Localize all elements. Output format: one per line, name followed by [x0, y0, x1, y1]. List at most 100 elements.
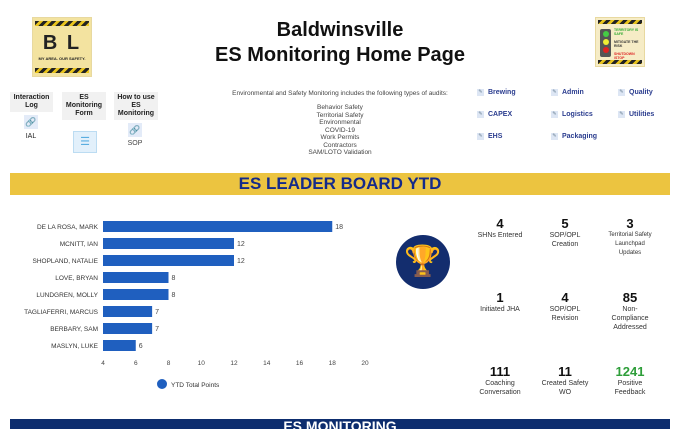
area-link-brewing[interactable]: ✎ Brewing — [477, 89, 516, 96]
x-tick-label: 8 — [167, 360, 171, 367]
category-label: SHOPLAND, NATALIE — [33, 258, 99, 265]
stat-label: Territorial Safety Launchpad Updates — [608, 232, 652, 256]
bar[interactable] — [103, 340, 136, 351]
stat-value: 1 — [496, 290, 504, 305]
data-label: 7 — [155, 309, 159, 316]
area-link-admin[interactable]: ✎ Admin — [551, 89, 584, 96]
stat-value: 11 — [558, 364, 572, 379]
x-tick-label: 10 — [198, 360, 206, 367]
logo-tagline: MY AREA. OUR SAFETY. — [38, 56, 86, 61]
data-label: 7 — [155, 326, 159, 333]
stat-tile: 3 Territorial Safety Launchpad Updates — [595, 216, 665, 258]
x-tick-label: 14 — [263, 360, 271, 367]
stat-value: 4 — [496, 216, 504, 231]
stat-tile: 1241 Positive Feedback — [595, 364, 665, 397]
link-icon: ✎ — [477, 111, 484, 118]
bar[interactable] — [103, 272, 169, 283]
stat-label: SOP/OPL Revision — [549, 306, 581, 322]
data-label: 18 — [335, 224, 343, 231]
stat-tile: 11 Created Safety WO — [530, 364, 600, 397]
stat-value: 85 — [622, 290, 638, 305]
stat-tile: 5 SOP/OPL Creation — [530, 216, 600, 249]
stat-value: 3 — [626, 216, 634, 231]
area-link-utilities[interactable]: ✎ Utilities — [618, 111, 654, 118]
stat-value: 111 — [489, 364, 511, 379]
data-label: 8 — [172, 292, 176, 299]
x-tick-label: 18 — [329, 360, 337, 367]
audit-types-list: Behavior Safety Territorial Safety Envir… — [290, 104, 390, 157]
stat-tile: 4 SHNs Entered — [465, 216, 535, 240]
audit-type: COVID-19 — [325, 126, 355, 134]
area-label: Brewing — [488, 89, 516, 96]
area-link-packaging[interactable]: ✎ Packaging — [551, 133, 597, 140]
x-tick-label: 4 — [101, 360, 105, 367]
area-link-logistics[interactable]: ✎ Logistics — [551, 111, 593, 118]
leader-board-chart: DE LA ROSA, MARK 18 MCNITT, IAN 12 SHOPLAND,… — [24, 221, 369, 389]
logo-text: B L — [42, 32, 82, 54]
link-icon[interactable]: 🔗 — [24, 115, 38, 129]
stat-tile: 111 Coaching Conversation — [465, 364, 535, 397]
es-monitoring-form-button[interactable]: ES Monitoring Form — [62, 92, 106, 120]
stat-label: Coaching Conversation — [479, 380, 521, 396]
audits-intro: Environmental and Safety Monitoring incl… — [232, 90, 448, 97]
trophy-icon: 🏆 — [396, 235, 450, 289]
area-link-quality[interactable]: ✎ Quality — [618, 89, 653, 96]
area-label: Admin — [562, 89, 584, 96]
bar[interactable] — [103, 221, 333, 232]
category-label: DE LA ROSA, MARK — [37, 224, 99, 231]
logo-line: TERRITORY IS SAFE — [614, 28, 639, 36]
data-label: 12 — [237, 258, 245, 265]
category-label: MASLYN, LUKE — [51, 343, 99, 350]
link-icon[interactable]: 🔗 — [128, 123, 142, 137]
bar[interactable] — [103, 255, 234, 266]
link-icon: ✎ — [551, 133, 558, 140]
audit-type: Behavior Safety — [317, 104, 363, 111]
x-tick-label: 12 — [230, 360, 238, 367]
link-icon: ✎ — [551, 111, 558, 118]
area-link-capex[interactable]: ✎ CAPEX — [477, 111, 512, 118]
sop-link[interactable]: SOP — [127, 140, 143, 147]
audit-type: Contractors — [323, 141, 357, 149]
area-link-ehs[interactable]: ✎ EHS — [477, 133, 502, 140]
data-label: 12 — [237, 241, 245, 248]
bar[interactable] — [103, 238, 234, 249]
leader-board-banner: ES LEADER BOARD YTD — [10, 173, 670, 195]
link-icon: ✎ — [618, 111, 625, 118]
area-label: CAPEX — [488, 111, 513, 118]
link-icon: ✎ — [477, 89, 484, 96]
ial-link[interactable]: IAL — [25, 133, 37, 140]
interaction-log-button[interactable]: Interaction Log — [10, 92, 53, 112]
category-label: LOVE, BRYAN — [55, 275, 98, 282]
bar[interactable] — [103, 306, 153, 317]
stat-tile: 85 Non-Compliance Addressed — [595, 290, 665, 332]
stat-label: Created Safety WO — [541, 380, 589, 396]
stat-tile: 1 Initiated JHA — [465, 290, 535, 314]
form-icon[interactable]: ☰ — [73, 131, 97, 153]
audit-type: Work Permits — [320, 134, 360, 141]
area-label: Logistics — [562, 111, 593, 118]
data-label: 8 — [172, 275, 176, 282]
legend-label: YTD Total Points — [171, 382, 220, 389]
stat-label: Non-Compliance Addressed — [611, 306, 649, 331]
bar[interactable] — [103, 289, 169, 300]
area-label: Utilities — [629, 111, 655, 118]
stat-value: 5 — [561, 216, 569, 231]
area-label: Packaging — [562, 133, 598, 140]
stat-label: Positive Feedback — [614, 380, 646, 396]
category-label: LUNDGREN, MOLLY — [36, 292, 98, 299]
area-label: EHS — [488, 133, 503, 140]
audit-type: SAM/LOTO Validation — [308, 149, 372, 156]
stat-tile: 4 SOP/OPL Revision — [530, 290, 600, 323]
bvl-logo: B L MY AREA. OUR SAFETY. — [32, 17, 92, 77]
audit-type: Territorial Safety — [316, 111, 364, 119]
category-label: MCNITT, IAN — [60, 241, 99, 248]
bar[interactable] — [103, 323, 153, 334]
area-label: Quality — [629, 89, 653, 96]
how-to-use-button[interactable]: How to use ES Monitoring — [114, 92, 158, 120]
logo-line: SHUTDOWN /STOP — [614, 52, 635, 60]
title-line-2: ES Monitoring Home Page — [214, 44, 466, 66]
traffic-light-logo: TERRITORY IS SAFE MITIGATE THE RISK SHUT… — [595, 17, 645, 67]
stat-value: 4 — [561, 290, 569, 305]
link-icon: ✎ — [477, 133, 484, 140]
category-label: BERBARY, SAM — [50, 326, 98, 333]
